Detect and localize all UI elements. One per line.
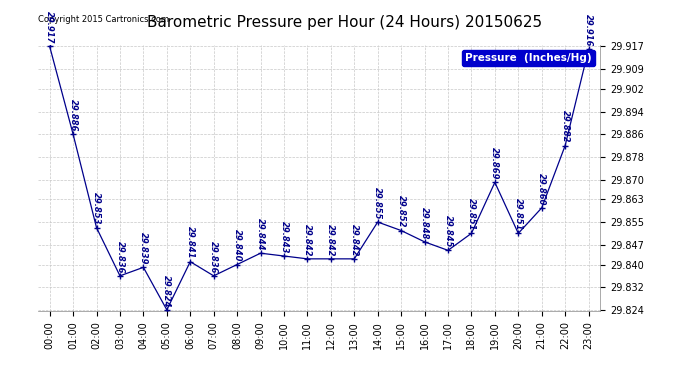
Text: 29.882: 29.882 (561, 110, 570, 143)
Text: 29.848: 29.848 (420, 207, 429, 239)
Text: 29.842: 29.842 (350, 224, 359, 256)
Text: 29.869: 29.869 (491, 147, 500, 180)
Text: 29.852: 29.852 (397, 195, 406, 228)
Text: 29.842: 29.842 (326, 224, 335, 256)
Text: 29.886: 29.886 (68, 99, 77, 132)
Text: 29.855: 29.855 (373, 187, 382, 219)
Text: 29.844: 29.844 (256, 218, 265, 250)
Text: 29.839: 29.839 (139, 232, 148, 265)
Text: 29.845: 29.845 (444, 215, 453, 248)
Text: Copyright 2015 Cartronics.com: Copyright 2015 Cartronics.com (38, 15, 169, 24)
Text: 29.851: 29.851 (467, 198, 476, 231)
Text: 29.843: 29.843 (279, 221, 288, 253)
Text: 29.851: 29.851 (514, 198, 523, 231)
Text: 29.836: 29.836 (115, 241, 124, 273)
Text: 29.842: 29.842 (303, 224, 312, 256)
Text: 29.917: 29.917 (45, 11, 55, 44)
Text: 29.860: 29.860 (538, 172, 546, 205)
Text: 29.824: 29.824 (162, 274, 171, 307)
Text: 29.840: 29.840 (233, 229, 241, 262)
Text: Barometric Pressure per Hour (24 Hours) 20150625: Barometric Pressure per Hour (24 Hours) … (148, 15, 542, 30)
Legend: Pressure  (Inches/Hg): Pressure (Inches/Hg) (462, 50, 595, 66)
Text: 29.916: 29.916 (584, 14, 593, 46)
Text: 29.841: 29.841 (186, 226, 195, 259)
Text: 29.836: 29.836 (209, 241, 218, 273)
Text: 29.853: 29.853 (92, 192, 101, 225)
